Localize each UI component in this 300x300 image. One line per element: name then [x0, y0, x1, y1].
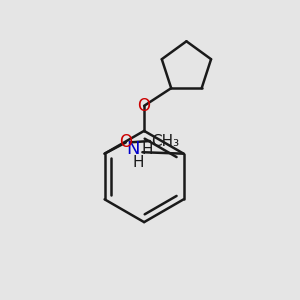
Text: H: H [141, 142, 153, 157]
Text: CH₃: CH₃ [152, 134, 179, 148]
Text: O: O [119, 134, 132, 152]
Text: O: O [138, 97, 151, 115]
Text: N: N [127, 140, 140, 158]
Text: H: H [133, 155, 144, 170]
